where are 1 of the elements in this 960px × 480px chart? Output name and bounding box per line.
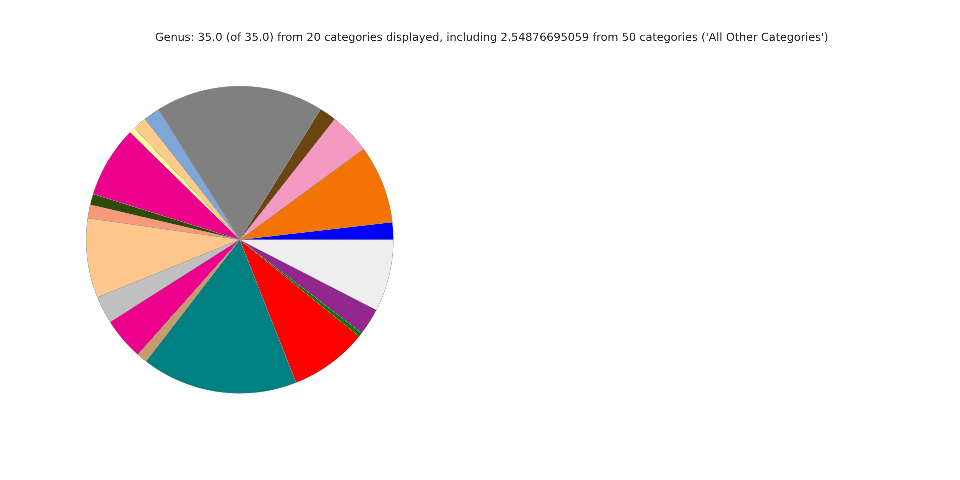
text: Genus: 35.0 (of 35.0) from 20 categories displayed, including 2.54876695059 from 50 categories ('All Other Categories') [156,32,828,44]
